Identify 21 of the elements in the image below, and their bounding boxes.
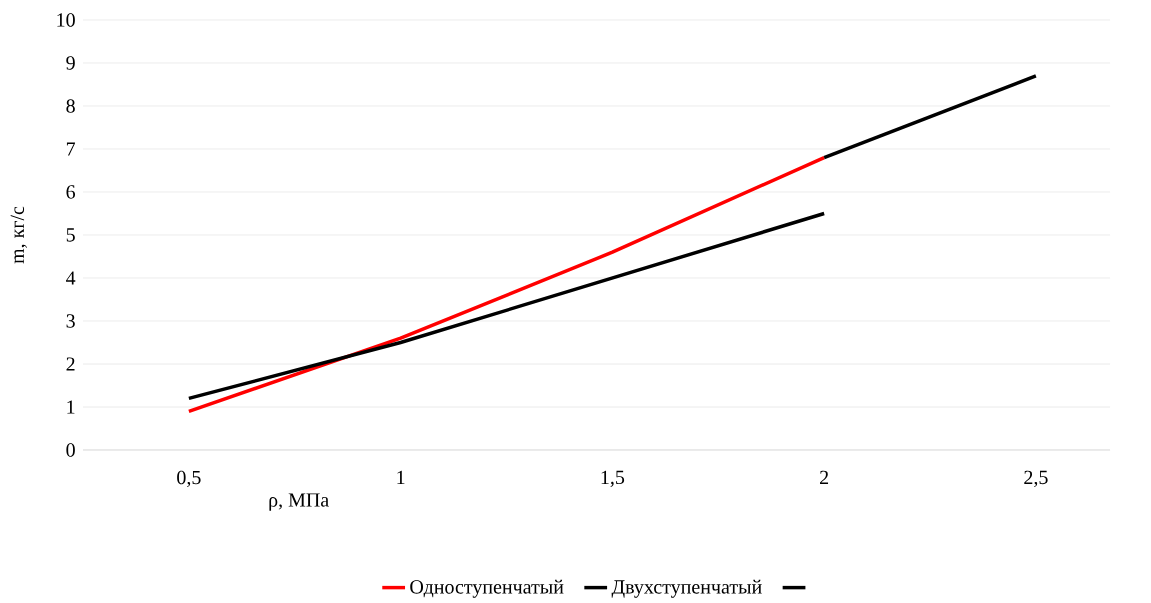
x-tick-label: 2: [820, 470, 829, 484]
x-tick-label: 1,5: [601, 470, 625, 487]
y-tick-label: 1: [67, 400, 75, 414]
y-tick-label: 0: [66, 443, 75, 457]
y-tick-label: 6: [66, 185, 76, 199]
x-tick-label: 2,5: [1024, 470, 1048, 488]
x-tick-label: 1: [397, 470, 405, 484]
x-axis-title: ρ, МПа: [269, 493, 329, 511]
y-axis-title: m, кг/с: [10, 206, 27, 264]
y-tick-label: 8: [66, 99, 75, 113]
y-tick-label: 7: [66, 142, 76, 156]
x-tick-label: 0,5: [177, 470, 201, 488]
y-tick-label: 5: [66, 228, 75, 242]
y-tick-label: 10: [57, 13, 75, 27]
y-tick-label: 9: [66, 56, 75, 70]
legend-label: Одноступенчатый: [410, 579, 564, 598]
legend-label: Двухступенчатый: [611, 579, 762, 598]
line-series: [187, 155, 826, 414]
y-tick-label: 3: [66, 314, 75, 328]
y-tick-label: 2: [66, 357, 75, 371]
y-tick-label: 4: [66, 271, 76, 285]
